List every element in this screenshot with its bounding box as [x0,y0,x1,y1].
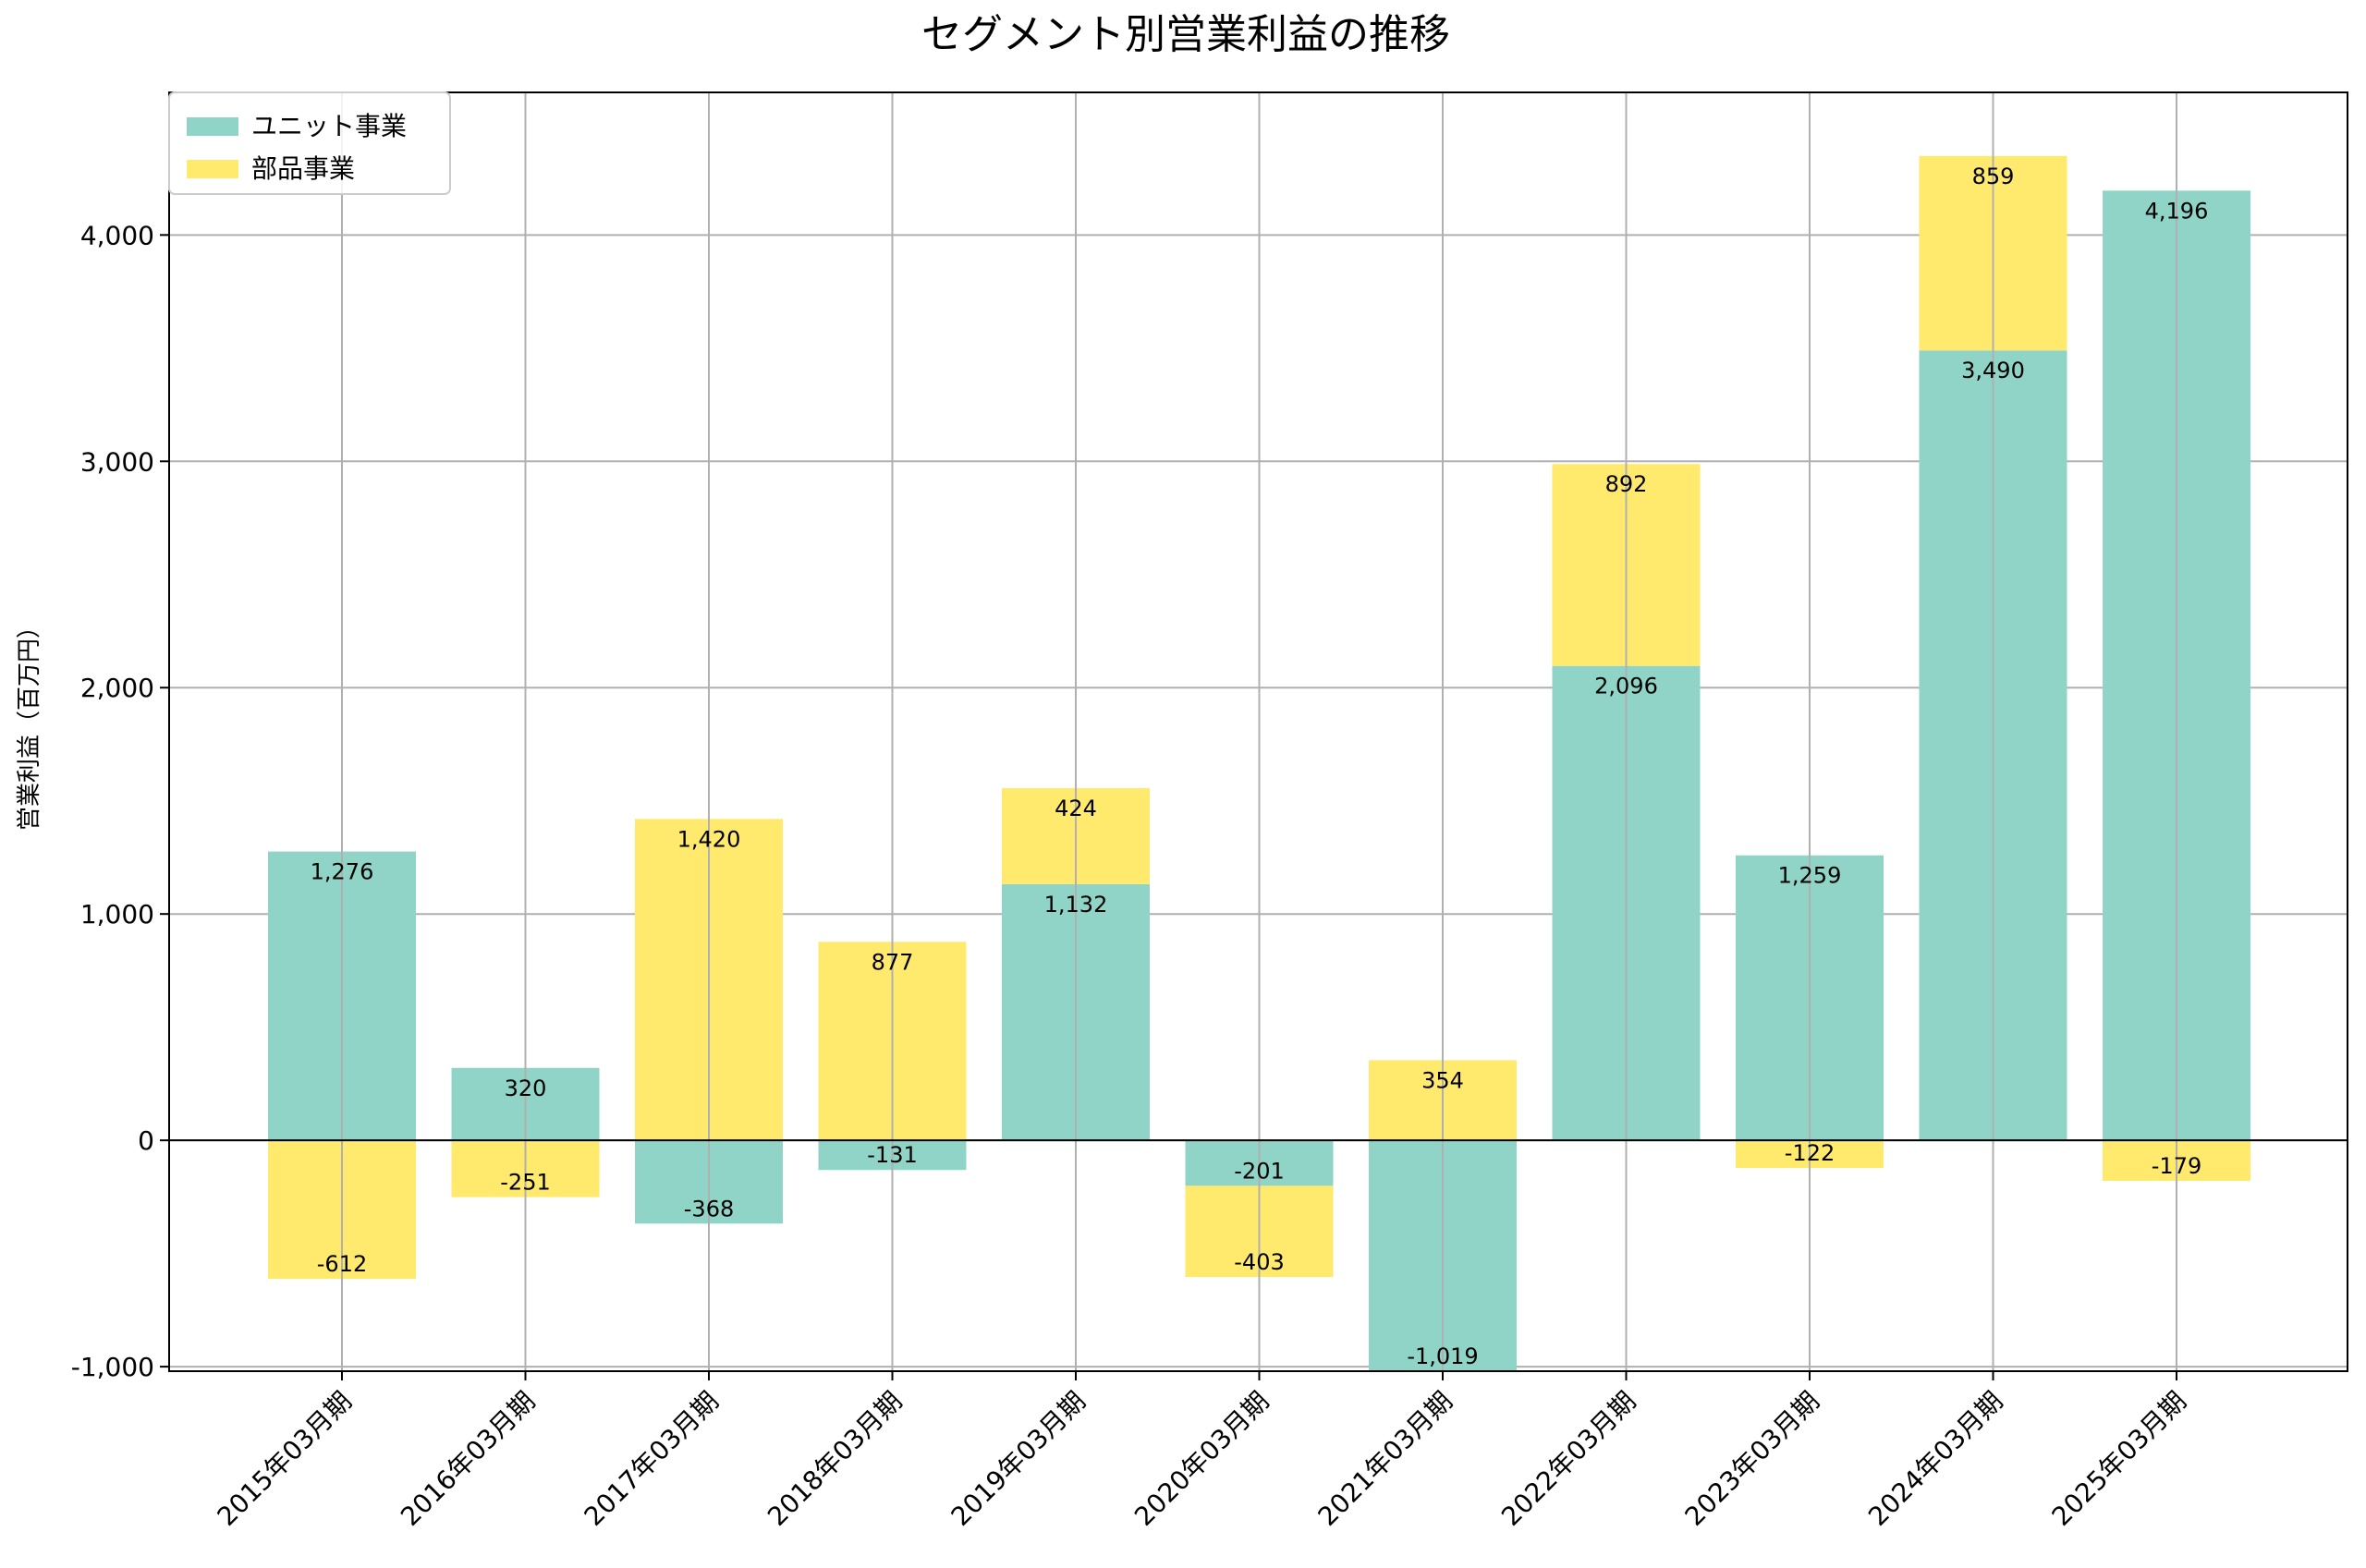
data-label: -179 [2152,1153,2201,1179]
data-labels: 1,276 320 -368 -131 1,132 -201 -1,019 2,096 1,25… [311,164,2209,1369]
x-tick-label: 2019年03月期 [945,1386,1092,1532]
data-label: -251 [500,1170,550,1196]
data-label: 1,420 [677,826,741,852]
y-tick-label: 3,000 [80,446,154,477]
data-label: 1,132 [1044,892,1108,918]
data-label: 4,196 [2145,198,2209,224]
x-tick-label: 2024年03月期 [1862,1386,2008,1532]
legend: ユニット事業 部品事業 [168,91,451,195]
x-tick-label: 2015年03月期 [212,1386,358,1532]
y-tick-label: 2,000 [80,673,154,703]
x-tick-label: 2016年03月期 [395,1386,541,1532]
data-label: 1,259 [1778,863,1842,889]
x-tick-label: 2021年03月期 [1312,1386,1458,1532]
data-label: 859 [1972,164,2015,189]
x-tick-label: 2023年03月期 [1679,1386,1825,1532]
y-tick-label: 4,000 [80,220,154,250]
y-tick-label: 1,000 [80,899,154,930]
data-label: -201 [1234,1158,1284,1184]
legend-label-parts: 部品事業 [251,153,355,184]
x-tick-label: 2020年03月期 [1128,1386,1274,1532]
data-label: 424 [1055,796,1097,821]
y-tick-label: 0 [138,1125,154,1156]
data-label: -122 [1785,1140,1835,1166]
y-tick-label: -1,000 [71,1352,154,1382]
data-label: 3,490 [1961,358,2025,383]
legend-swatch-parts [187,160,238,178]
legend-swatch-unit [187,117,238,136]
data-label: 320 [505,1076,547,1101]
data-label: 354 [1421,1067,1464,1093]
data-label: 1,276 [311,859,374,885]
y-axis-label: 営業利益（百万円） [16,614,43,831]
legend-box [168,91,451,195]
legend-label-unit: ユニット事業 [251,111,407,141]
x-tick-label: 2017年03月期 [579,1386,725,1532]
data-label: -1,019 [1407,1343,1478,1369]
data-label: 2,096 [1594,674,1658,699]
data-label: 877 [872,949,914,975]
x-tick-label: 2018年03月期 [762,1386,908,1532]
data-label: -403 [1234,1249,1284,1275]
data-label: 892 [1605,471,1648,497]
data-label: -131 [867,1142,917,1168]
x-tick-label: 2022年03月期 [1495,1386,1641,1532]
data-label: -368 [684,1196,734,1222]
x-tick-label: 2025年03月期 [2046,1386,2192,1532]
chart-title: セグメント別営業利益の推移 [921,11,1450,58]
data-label: -612 [317,1251,367,1277]
grid-lines-overlay [169,92,2348,1371]
